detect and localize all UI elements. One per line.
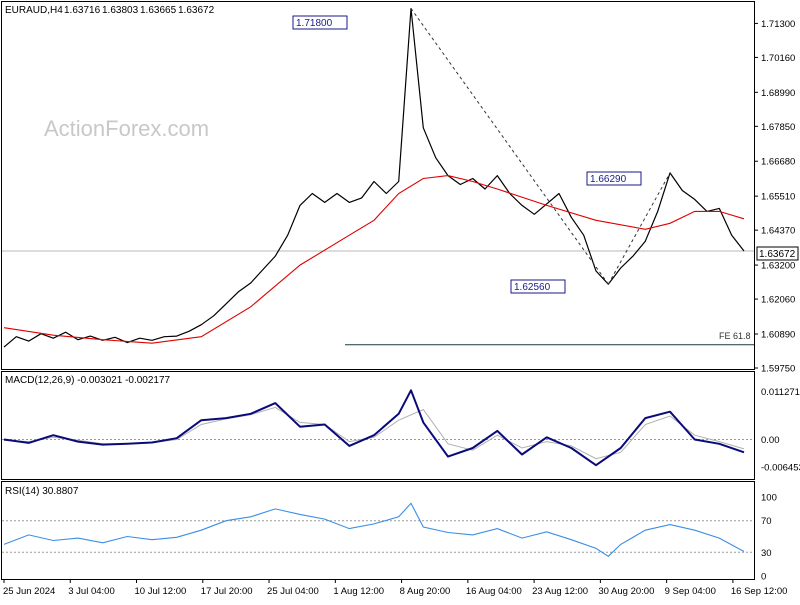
x-tick-label: 8 Aug 20:00 — [400, 586, 451, 597]
price-ytick-label: 1.62060 — [761, 295, 795, 306]
price-ytick-label: 1.60890 — [761, 329, 795, 340]
rsi-panel — [1, 481, 755, 580]
price-layer — [2, 7, 754, 348]
fe-label: FE 61.8 — [719, 331, 751, 341]
annotation-high: 1.71800 — [292, 15, 348, 30]
price-ytick-label: 1.66680 — [761, 157, 795, 168]
price-ytick-label: 1.64370 — [761, 226, 795, 237]
rsi-title: RSI(14) 30.8807 — [5, 486, 79, 497]
rsi-ytick-label: 0 — [761, 572, 766, 583]
rsi-ytick-label: 100 — [761, 493, 777, 504]
open-value: 1.63716 — [64, 5, 101, 16]
rsi-layer — [2, 502, 754, 557]
price-ytick-label: 1.65510 — [761, 192, 795, 203]
annotation-low: 1.62560 — [510, 279, 566, 294]
x-tick-label: 25 Jul 04:00 — [267, 586, 319, 597]
x-tick-label: 25 Jun 2024 — [3, 586, 55, 597]
price-ytick-label: 1.63200 — [761, 261, 795, 272]
low-value: 1.63665 — [140, 5, 177, 16]
x-tick-label: 3 Jul 04:00 — [68, 586, 114, 597]
price-ytick-label: 1.71300 — [761, 19, 795, 30]
macd-ytick-label: -0.006453 — [761, 463, 800, 474]
symbol-label: EURAUD,H4 — [5, 5, 63, 16]
price-ytick-label: 1.68990 — [761, 88, 795, 99]
rsi-line — [3, 502, 745, 557]
x-tick-label: 17 Jul 20:00 — [201, 586, 253, 597]
watermark-text: ActionForex.com — [44, 116, 209, 141]
x-tick-label: 16 Aug 04:00 — [466, 586, 522, 597]
swing-label-text: 1.66290 — [590, 174, 627, 185]
low-label-text: 1.62560 — [514, 282, 551, 293]
price-ytick-label: 1.70160 — [761, 53, 795, 64]
close-value: 1.63672 — [178, 5, 215, 16]
x-tick-label: 10 Jul 12:00 — [135, 586, 187, 597]
x-tick-label: 1 Aug 12:00 — [333, 586, 384, 597]
macd-layer — [2, 389, 754, 467]
price-series-line — [3, 7, 745, 348]
current-price-tag: 1.63672 — [756, 246, 799, 261]
macd-title: MACD(12,26,9) -0.003021 -0.002177 — [5, 375, 171, 386]
moving-average-line — [3, 175, 745, 344]
macd-panel — [1, 371, 755, 480]
macd-ytick-label: 0.00 — [761, 435, 780, 446]
x-tick-label: 9 Sep 04:00 — [665, 586, 716, 597]
x-tick-label: 16 Sep 12:00 — [731, 586, 788, 597]
high-value: 1.63803 — [102, 5, 139, 16]
rsi-ytick-label: 30 — [761, 548, 772, 559]
x-tick-label: 30 Aug 20:00 — [598, 586, 654, 597]
macd-main-line — [3, 389, 745, 467]
annotation-swing: 1.66290 — [586, 171, 642, 186]
trend-line-high-to-low — [410, 8, 609, 285]
rsi-ytick-label: 70 — [761, 516, 772, 527]
macd-ytick-label: 0.011271 — [761, 387, 800, 398]
x-tick-label: 23 Aug 12:00 — [532, 586, 588, 597]
chart-header: EURAUD,H4 1.63716 1.63803 1.63665 1.6367… — [5, 5, 215, 16]
high-label-text: 1.71800 — [296, 18, 333, 29]
current-price-text: 1.63672 — [759, 249, 796, 260]
axis-layer: 1.71300 1.70160 1.68990 1.67850 1.66680 1.655… — [3, 19, 800, 597]
price-panel — [1, 1, 755, 370]
price-ytick-label: 1.67850 — [761, 122, 795, 133]
price-ytick-label: 1.59750 — [761, 364, 795, 375]
